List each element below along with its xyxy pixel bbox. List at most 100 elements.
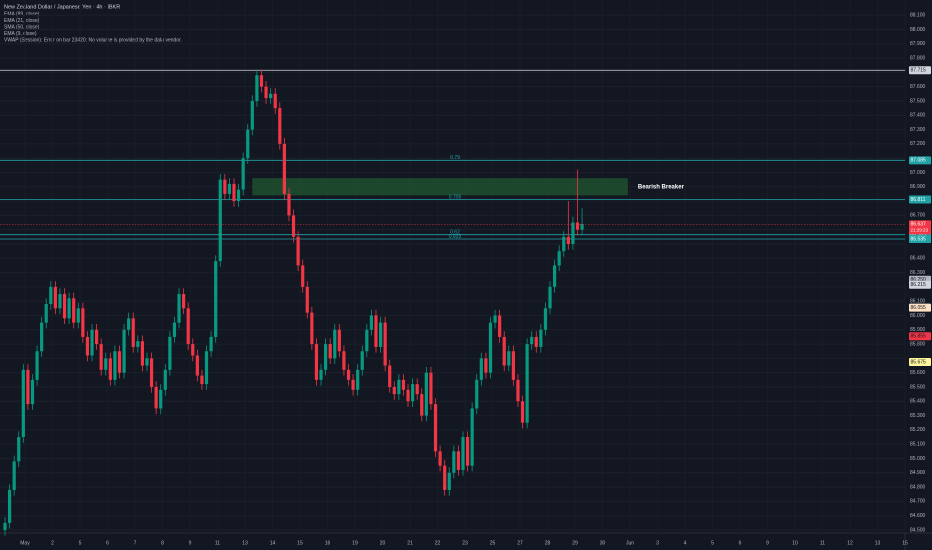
y-tick-label: 85.800 <box>910 341 926 347</box>
candle-body <box>337 329 341 352</box>
candle-body <box>227 183 232 194</box>
candle-body <box>282 143 286 194</box>
price-label: 86.250 <box>911 277 927 283</box>
countdown-label: 21:29:23 <box>911 228 929 233</box>
candle-body <box>223 179 227 194</box>
candle-body <box>81 308 85 337</box>
x-tick-label: 11 <box>215 540 220 546</box>
x-tick-label: 16 <box>325 540 331 546</box>
y-tick-label: 86.300 <box>910 270 926 276</box>
x-tick-label: 20 <box>380 540 386 546</box>
price-label-box <box>909 66 931 75</box>
candle-body <box>296 236 300 266</box>
candle-body <box>145 358 149 366</box>
x-tick-label: 13 <box>875 540 881 546</box>
candle-body <box>95 329 99 345</box>
candle-body <box>246 129 250 159</box>
price-label-box <box>909 303 931 312</box>
x-tick-label: 6 <box>106 540 109 546</box>
y-tick-label: 85.200 <box>910 427 926 433</box>
candle-body <box>461 437 465 470</box>
price-label: 86.535 <box>911 236 927 242</box>
y-tick-label: 87.300 <box>910 127 926 133</box>
candle-body <box>241 158 245 190</box>
candle-body <box>511 351 515 380</box>
candle-body <box>99 344 103 370</box>
candle-body <box>470 408 474 466</box>
candle-body <box>140 341 144 366</box>
candle-body <box>360 351 364 370</box>
candle-body <box>172 322 177 337</box>
candle-body <box>498 315 502 337</box>
y-tick-label: 85.100 <box>910 442 926 448</box>
y-tick-label: 87.400 <box>910 113 926 119</box>
x-tick-label: 13 <box>242 540 248 546</box>
candle-body <box>401 379 406 390</box>
candle-body <box>291 215 296 237</box>
candle-body <box>452 451 456 473</box>
candle-body <box>539 329 543 347</box>
candle-body <box>117 351 122 373</box>
candle-body <box>520 401 525 423</box>
candle-body <box>40 322 44 352</box>
y-tick-label: 87.000 <box>910 170 926 176</box>
candle-body <box>182 294 186 309</box>
price-label: 86.055 <box>911 305 927 311</box>
candle-body <box>383 322 387 366</box>
y-tick-label: 86.900 <box>910 184 926 190</box>
x-tick-label: 8 <box>161 540 164 546</box>
candle-body <box>218 179 222 262</box>
y-tick-label: 87.900 <box>910 41 926 47</box>
candle-body <box>516 379 520 402</box>
candle-body <box>301 265 305 287</box>
y-tick-label: 87.600 <box>910 84 926 90</box>
candle-body <box>479 358 483 380</box>
candle-body <box>406 389 410 402</box>
x-tick-label: 27 <box>517 540 523 546</box>
candle-body <box>264 86 268 99</box>
y-tick-label: 88.100 <box>910 12 926 18</box>
price-label-box <box>909 195 931 204</box>
candle-body <box>530 336 534 345</box>
candle-body <box>159 389 163 409</box>
candle-body <box>557 251 561 266</box>
fib-ratio-label: 0.62 <box>450 230 460 236</box>
candle-body <box>200 375 204 385</box>
candle-body <box>259 75 264 87</box>
candle-body <box>195 355 199 376</box>
candle-body <box>438 451 442 466</box>
candle-body <box>236 189 241 202</box>
candle-body <box>415 384 419 395</box>
y-tick-label: 84.800 <box>910 484 926 490</box>
candle-body <box>273 93 277 109</box>
candle-body <box>447 472 451 490</box>
candle-body <box>214 261 218 337</box>
candle-body <box>149 358 154 387</box>
x-tick-label: 5 <box>79 540 82 546</box>
candle-body <box>62 294 67 319</box>
candle-body <box>35 351 39 380</box>
x-tick-label: 19 <box>352 540 358 546</box>
x-tick-label: 23 <box>462 540 468 546</box>
x-tick-label: Jun <box>626 540 634 546</box>
candle-body <box>21 369 25 438</box>
candle-body <box>305 286 309 313</box>
x-tick-label: 10 <box>792 540 798 546</box>
candle-body <box>328 344 332 359</box>
candle-body <box>575 222 580 230</box>
x-tick-label: 11 <box>820 540 825 546</box>
x-tick-label: 15 <box>902 540 908 546</box>
candle-body <box>250 100 254 130</box>
candle-body <box>484 358 488 373</box>
x-tick-label: 29 <box>572 540 578 546</box>
y-tick-label: 87.800 <box>910 55 926 61</box>
candle-body <box>433 404 438 452</box>
candle-body <box>131 318 135 347</box>
candle-body <box>127 318 131 330</box>
indicator-legend: EMA (89, close) <box>4 11 40 17</box>
candle-body <box>30 379 35 405</box>
candle-body <box>571 222 575 244</box>
candle-body <box>543 308 548 330</box>
indicator-legend: VWAP (Session): Error on bar 23420: No v… <box>4 38 182 44</box>
